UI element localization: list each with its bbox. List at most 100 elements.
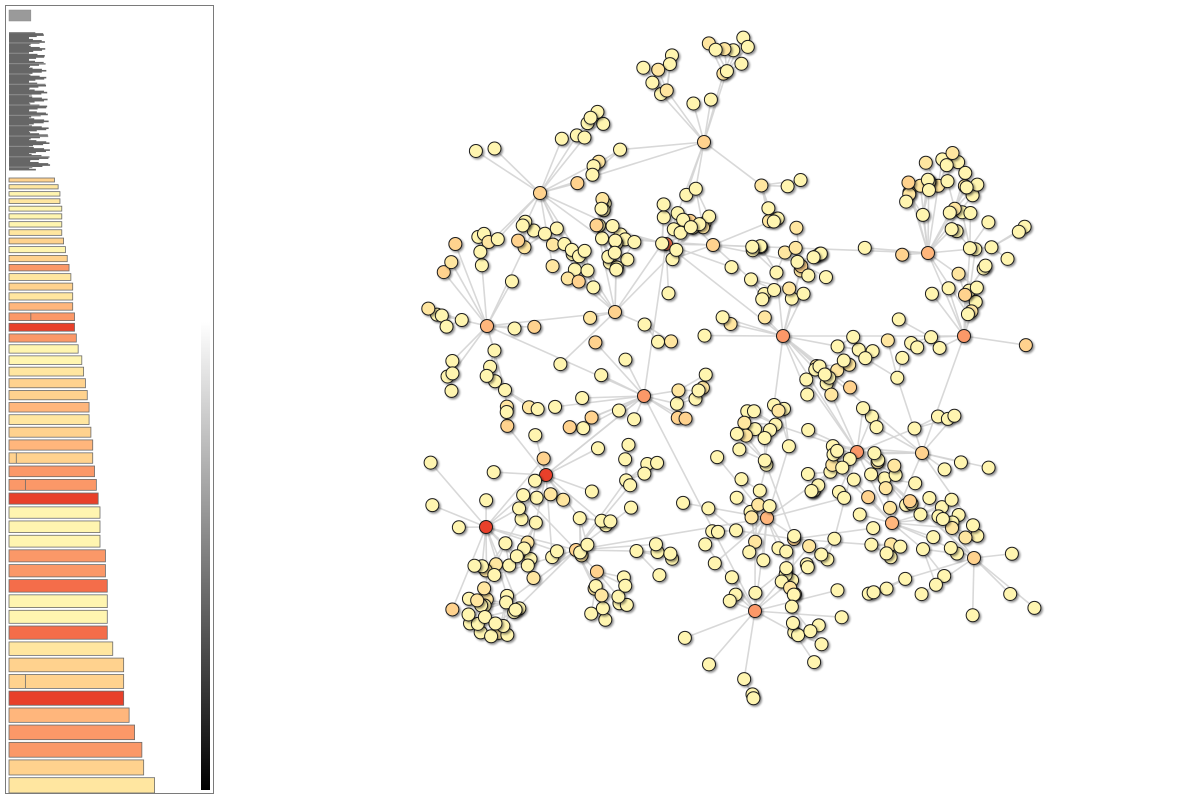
graph-node[interactable] — [445, 602, 460, 617]
graph-node[interactable] — [740, 39, 755, 54]
graph-node[interactable] — [637, 317, 652, 332]
graph-node[interactable] — [445, 354, 460, 369]
graph-node[interactable] — [686, 96, 701, 111]
graph-node[interactable] — [943, 541, 958, 556]
graph-node[interactable] — [571, 274, 586, 289]
graph-node[interactable] — [448, 236, 463, 251]
graph-node[interactable] — [958, 165, 973, 180]
graph-node[interactable] — [629, 544, 644, 559]
graph-node[interactable] — [924, 286, 939, 301]
graph-node[interactable] — [715, 310, 730, 325]
graph-node[interactable] — [748, 585, 763, 600]
graph-node[interactable] — [789, 220, 804, 235]
graph-node[interactable] — [732, 442, 747, 457]
graph-node[interactable] — [767, 282, 782, 297]
graph-node[interactable] — [594, 201, 609, 216]
graph-node[interactable] — [570, 176, 585, 191]
graph-node[interactable] — [691, 383, 706, 398]
graph-node[interactable] — [651, 334, 666, 349]
graph-node[interactable] — [959, 180, 974, 195]
hub-node[interactable] — [706, 238, 720, 252]
graph-node[interactable] — [545, 259, 560, 274]
graph-node[interactable] — [791, 628, 806, 643]
graph-node[interactable] — [688, 181, 703, 196]
graph-node[interactable] — [507, 321, 522, 336]
graph-node[interactable] — [846, 329, 861, 344]
graph-node[interactable] — [937, 568, 952, 583]
graph-node[interactable] — [814, 637, 829, 652]
graph-node[interactable] — [745, 239, 760, 254]
hub-node[interactable] — [637, 389, 651, 403]
graph-node[interactable] — [528, 515, 543, 530]
graph-node[interactable] — [562, 420, 577, 435]
graph-node[interactable] — [864, 537, 879, 552]
graph-node[interactable] — [981, 460, 996, 475]
graph-node[interactable] — [620, 252, 635, 267]
graph-node[interactable] — [836, 353, 851, 368]
graph-node[interactable] — [779, 544, 794, 559]
graph-node[interactable] — [484, 629, 499, 644]
graph-node[interactable] — [817, 367, 832, 382]
graph-node[interactable] — [661, 286, 676, 301]
graph-node[interactable] — [793, 173, 808, 188]
network-graph[interactable] — [220, 0, 1200, 800]
hub-node[interactable] — [915, 446, 929, 460]
graph-node[interactable] — [1027, 600, 1042, 615]
graph-node[interactable] — [580, 263, 595, 278]
graph-node[interactable] — [913, 507, 928, 522]
graph-node[interactable] — [677, 630, 692, 645]
graph-node[interactable] — [618, 352, 633, 367]
graph-node[interactable] — [921, 182, 936, 197]
graph-node[interactable] — [445, 366, 460, 381]
graph-node[interactable] — [887, 458, 902, 473]
graph-node[interactable] — [800, 466, 815, 481]
graph-node[interactable] — [697, 328, 712, 343]
graph-node[interactable] — [722, 593, 737, 608]
graph-node[interactable] — [659, 83, 674, 98]
graph-node[interactable] — [439, 319, 454, 334]
graph-node[interactable] — [509, 549, 524, 564]
graph-node[interactable] — [891, 312, 906, 327]
graph-node[interactable] — [935, 512, 950, 527]
graph-node[interactable] — [702, 209, 717, 224]
graph-node[interactable] — [843, 380, 858, 395]
graph-node[interactable] — [830, 339, 845, 354]
graph-node[interactable] — [746, 691, 761, 706]
graph-node[interactable] — [479, 368, 494, 383]
graph-node[interactable] — [800, 387, 815, 402]
graph-node[interactable] — [526, 571, 541, 586]
graph-node[interactable] — [724, 260, 739, 275]
hub-node[interactable] — [539, 468, 553, 482]
graph-node[interactable] — [864, 467, 879, 482]
graph-node[interactable] — [623, 478, 638, 493]
graph-node[interactable] — [708, 42, 723, 57]
graph-node[interactable] — [502, 558, 517, 573]
graph-node[interactable] — [530, 402, 545, 417]
graph-node[interactable] — [803, 624, 818, 639]
graph-node[interactable] — [780, 179, 795, 194]
graph-node[interactable] — [1004, 546, 1019, 561]
graph-node[interactable] — [701, 501, 716, 516]
graph-node[interactable] — [781, 439, 796, 454]
graph-node[interactable] — [928, 577, 943, 592]
graph-node[interactable] — [861, 490, 876, 505]
graph-node[interactable] — [468, 143, 483, 158]
graph-node[interactable] — [837, 490, 852, 505]
graph-node[interactable] — [799, 372, 814, 387]
graph-node[interactable] — [729, 426, 744, 441]
graph-node[interactable] — [899, 194, 914, 209]
graph-node[interactable] — [595, 601, 610, 616]
graph-node[interactable] — [734, 56, 749, 71]
graph-node[interactable] — [529, 490, 544, 505]
graph-node[interactable] — [796, 286, 811, 301]
graph-node[interactable] — [914, 587, 929, 602]
graph-node[interactable] — [477, 609, 492, 624]
graph-node[interactable] — [470, 593, 485, 608]
graph-node[interactable] — [598, 612, 613, 627]
graph-node[interactable] — [978, 258, 993, 273]
graph-node[interactable] — [963, 206, 978, 221]
graph-node[interactable] — [586, 280, 601, 295]
graph-node[interactable] — [824, 387, 839, 402]
graph-node[interactable] — [965, 608, 980, 623]
graph-node[interactable] — [621, 437, 636, 452]
